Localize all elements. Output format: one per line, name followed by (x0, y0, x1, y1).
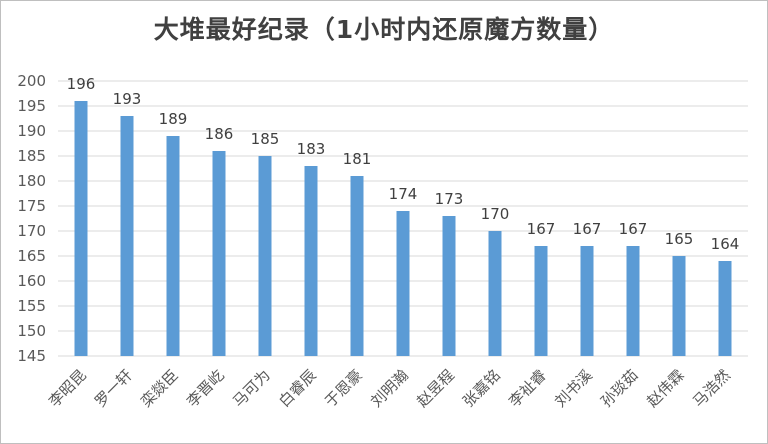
data-label: 186 (205, 125, 234, 143)
x-tick-label: 刘书溪 (551, 366, 596, 411)
data-label: 167 (573, 220, 602, 238)
bar (534, 246, 548, 356)
bar (350, 176, 364, 356)
x-tick-label: 赵伟霖 (643, 366, 688, 411)
y-tick-label: 170 (17, 222, 46, 240)
data-label: 170 (481, 205, 510, 223)
data-label: 174 (389, 185, 418, 203)
y-tick-label: 185 (17, 147, 46, 165)
y-tick-label: 165 (17, 247, 46, 265)
chart-title: 大堆最好纪录（1小时内还原魔方数量） (153, 15, 615, 44)
x-tick-label: 刘明瀚 (367, 366, 412, 411)
y-tick-label: 190 (17, 122, 46, 140)
x-tick-label: 栾燚臣 (137, 366, 182, 411)
bar (718, 261, 732, 356)
data-label: 189 (159, 110, 188, 128)
y-tick-label: 150 (17, 322, 46, 340)
bar (488, 231, 502, 356)
bar (166, 136, 180, 356)
x-tick-label: 孙琰茹 (597, 366, 642, 411)
data-label: 164 (711, 235, 740, 253)
bar (120, 116, 134, 356)
x-tick-label: 于恩豪 (321, 366, 366, 411)
bar (212, 151, 226, 356)
data-label: 196 (67, 75, 96, 93)
data-label: 181 (343, 150, 372, 168)
x-tick-label: 赵昱程 (413, 366, 458, 411)
x-tick-label: 罗一轩 (91, 366, 136, 411)
x-tick-label: 马可为 (229, 366, 274, 411)
bar (442, 216, 456, 356)
bar (74, 101, 88, 356)
x-tick-label: 李晋屹 (183, 366, 228, 411)
y-tick-label: 160 (17, 272, 46, 290)
bar (396, 211, 410, 356)
y-tick-label: 145 (17, 347, 46, 365)
data-label: 165 (665, 230, 694, 248)
data-label: 167 (527, 220, 556, 238)
x-tick-label: 白睿辰 (275, 366, 320, 411)
data-label: 183 (297, 140, 326, 158)
bar (626, 246, 640, 356)
data-label: 167 (619, 220, 648, 238)
y-tick-label: 175 (17, 197, 46, 215)
bar (258, 156, 272, 356)
bar (672, 256, 686, 356)
x-tick-label: 马浩然 (689, 366, 734, 411)
x-tick-label: 张嘉铭 (459, 366, 504, 411)
y-tick-label: 200 (17, 72, 46, 90)
bar (580, 246, 594, 356)
x-tick-label: 李昭昆 (45, 366, 90, 411)
data-label: 173 (435, 190, 464, 208)
x-tick-label: 李祉睿 (505, 366, 550, 411)
bar (304, 166, 318, 356)
data-label: 185 (251, 130, 280, 148)
y-tick-label: 195 (17, 97, 46, 115)
y-tick-label: 180 (17, 172, 46, 190)
y-tick-label: 155 (17, 297, 46, 315)
data-label: 193 (113, 90, 142, 108)
